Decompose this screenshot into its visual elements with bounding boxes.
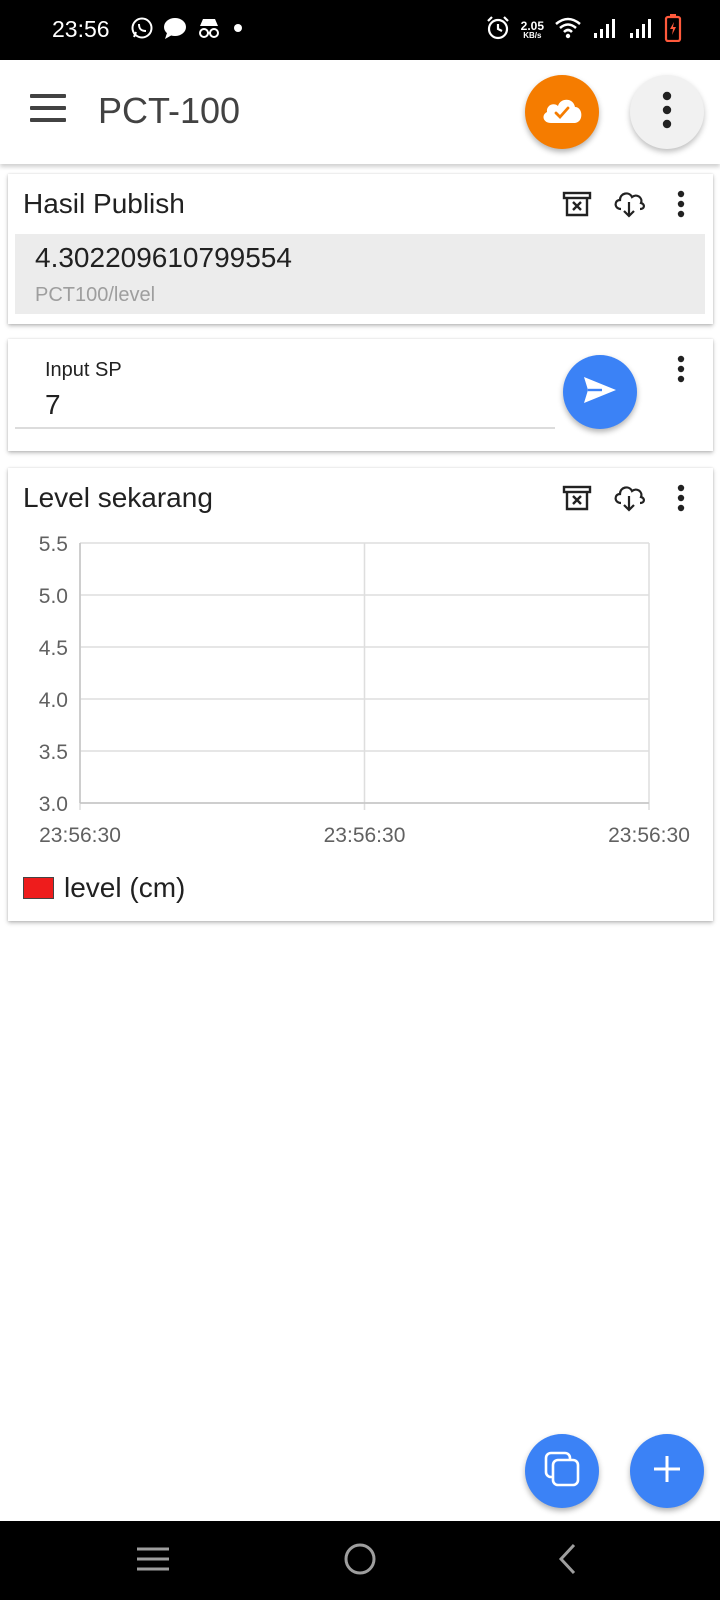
x-tick-label: 23:56:30 — [608, 824, 690, 847]
notification-icons — [130, 16, 246, 45]
cloud-check-icon — [539, 93, 585, 132]
publish-value: 4.302209610799554 — [35, 242, 292, 273]
more-vertical-icon — [677, 190, 685, 223]
system-icons: 2.05 KB/s — [485, 14, 682, 47]
y-tick-label: 3.5 — [39, 741, 68, 764]
nav-recents-button[interactable] — [131, 1539, 175, 1583]
y-tick-label: 5.5 — [39, 533, 68, 556]
y-tick-label: 3.0 — [39, 793, 68, 816]
app-more-button[interactable] — [630, 75, 704, 149]
wifi-icon — [554, 16, 582, 45]
home-circle-icon — [342, 1541, 378, 1582]
dot-icon — [230, 16, 246, 45]
nav-home-button[interactable] — [338, 1539, 382, 1583]
add-widget-button[interactable] — [630, 1434, 704, 1508]
publish-card-more-button[interactable] — [663, 188, 699, 224]
copy-icon — [542, 1449, 582, 1494]
menu-icon-line — [30, 94, 66, 98]
publish-topic: PCT100/level — [35, 284, 156, 306]
chart-card-actions — [559, 482, 699, 518]
input-card: Input SP — [8, 339, 713, 451]
alarm-icon — [485, 15, 511, 46]
status-time: 23:56 — [52, 16, 110, 42]
page-title: PCT-100 — [98, 90, 241, 131]
more-vertical-icon — [677, 355, 685, 388]
system-nav-bar — [0, 1521, 720, 1600]
signal-icon — [592, 16, 618, 45]
status-bar: 23:56 2.05 KB/s — [0, 0, 720, 60]
chart-card: Level sekarang 5.5 5.0 4.5 4.0 3.5 3.0 23:56:3… — [8, 468, 713, 921]
nav-back-button[interactable] — [546, 1539, 590, 1583]
signal-icon — [628, 16, 654, 45]
x-tick-label: 23:56:30 — [324, 824, 406, 847]
clear-button[interactable] — [559, 188, 595, 224]
connection-status-button[interactable] — [525, 75, 599, 149]
send-icon — [582, 375, 618, 410]
net-speed: 2.05 KB/s — [520, 18, 544, 40]
legend-swatch — [23, 877, 54, 899]
y-tick-label: 5.0 — [39, 585, 68, 608]
input-card-more-button[interactable] — [663, 353, 699, 389]
menu-icon-line — [30, 118, 66, 122]
recents-menu-icon — [135, 1544, 171, 1579]
chart-card-title: Level sekarang — [23, 482, 213, 513]
publish-card: Hasil Publish 4.302209610799554 PCT100/l… — [8, 174, 713, 324]
menu-icon-line — [30, 106, 66, 110]
level-chart: 5.5 5.0 4.5 4.0 3.5 3.0 23:56:30 23:56:30 23:56:… — [39, 533, 690, 847]
chat-icon — [162, 16, 188, 45]
chart-clear-button[interactable] — [559, 482, 595, 518]
menu-button[interactable] — [30, 94, 70, 130]
whatsapp-icon — [130, 16, 154, 45]
chart-card-more-button[interactable] — [663, 482, 699, 518]
x-tick-label: 23:56:30 — [39, 824, 121, 847]
back-chevron-icon — [553, 1541, 583, 1582]
more-vertical-icon — [677, 484, 685, 517]
send-button[interactable] — [563, 355, 637, 429]
app-bar: PCT-100 — [0, 60, 720, 164]
archive-clear-icon — [562, 484, 592, 517]
plus-icon — [652, 1454, 682, 1489]
publish-result-box: 4.302209610799554 PCT100/level — [15, 234, 705, 314]
input-sp-field[interactable] — [15, 383, 555, 429]
chart-download-button[interactable] — [611, 482, 647, 518]
y-tick-label: 4.5 — [39, 637, 68, 660]
cloud-download-icon — [612, 483, 646, 518]
download-button[interactable] — [611, 188, 647, 224]
input-sp-label: Input SP — [45, 359, 122, 381]
copy-dashboard-button[interactable] — [525, 1434, 599, 1508]
incognito-icon — [196, 16, 222, 45]
archive-clear-icon — [562, 190, 592, 223]
chart-legend: level (cm) — [23, 872, 185, 904]
battery-charging-icon — [664, 14, 682, 47]
cloud-download-icon — [612, 189, 646, 224]
publish-card-title: Hasil Publish — [23, 188, 185, 219]
publish-card-actions — [559, 188, 699, 224]
legend-label: level (cm) — [64, 872, 186, 903]
y-tick-label: 4.0 — [39, 689, 68, 712]
more-vertical-icon — [662, 91, 672, 134]
